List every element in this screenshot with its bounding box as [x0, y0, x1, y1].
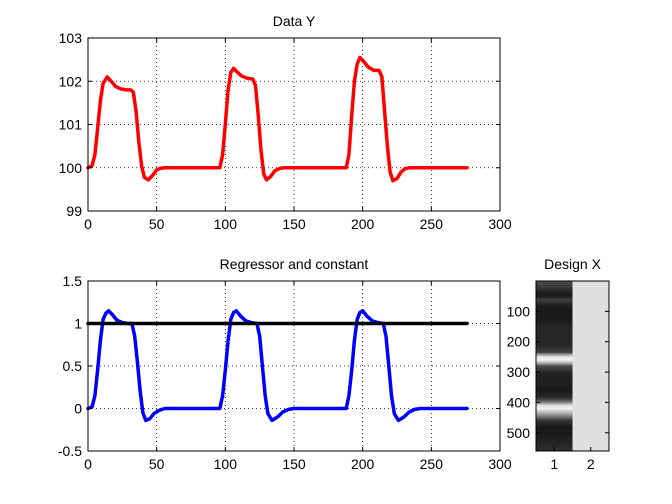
y-tick-label: 99: [66, 203, 82, 219]
chart-title: Regressor and constant: [220, 256, 369, 272]
x-tick-label: 150: [282, 216, 306, 232]
x-tick-label: 250: [420, 456, 444, 472]
data-y-plot: 0 50 100 150 200 250 300 99 100 101 102 103 Data Y: [59, 13, 512, 232]
y-tick-label: 103: [59, 30, 83, 46]
x-tick-label: 200: [351, 456, 375, 472]
design-x-image: 100 200 300 400 500 1 2 Design X: [507, 256, 610, 472]
x-tick-label: 0: [84, 456, 92, 472]
x-tick-label: 250: [420, 216, 444, 232]
x-tick-label: 50: [149, 216, 165, 232]
plot-area: [88, 38, 500, 211]
image-frame: [535, 280, 610, 452]
y-tick-label: -0.5: [58, 443, 82, 459]
x-tick-label: 200: [351, 216, 375, 232]
x-tick-label: 100: [214, 216, 238, 232]
x-tick-label: 300: [488, 456, 512, 472]
y-tick-label: 300: [507, 364, 531, 380]
y-tick-label: 101: [59, 117, 83, 133]
y-tick-label: 0.5: [63, 358, 83, 374]
design-column-constant: [572, 281, 609, 451]
series-line-1: [86, 55, 469, 183]
y-tick-label: 400: [507, 394, 531, 410]
y-tick-label: 0: [74, 401, 82, 417]
y-tick-label: 200: [507, 334, 531, 350]
y-tick-label: 102: [59, 73, 83, 89]
regressor-plot: 0 50 100 150 200 250 300-0.500.511.5Regressor …: [58, 256, 512, 472]
x-tick-label: 50: [149, 456, 165, 472]
x-tick-label: 100: [214, 456, 238, 472]
x-tick-label: 1: [550, 456, 558, 472]
x-tick-label: 150: [282, 456, 306, 472]
y-tick-label: 1.5: [63, 273, 83, 289]
x-tick-label: 2: [587, 456, 595, 472]
x-tick-label: 300: [488, 216, 512, 232]
chart-title: Design X: [544, 256, 601, 272]
x-tick-label: 0: [84, 216, 92, 232]
y-tick-label: 1: [74, 316, 82, 332]
chart-title: Data Y: [273, 13, 316, 29]
y-tick-label: 100: [59, 160, 83, 176]
y-tick-label: 100: [507, 303, 531, 319]
y-tick-label: 500: [507, 425, 531, 441]
design-column-regressor: [536, 281, 573, 451]
